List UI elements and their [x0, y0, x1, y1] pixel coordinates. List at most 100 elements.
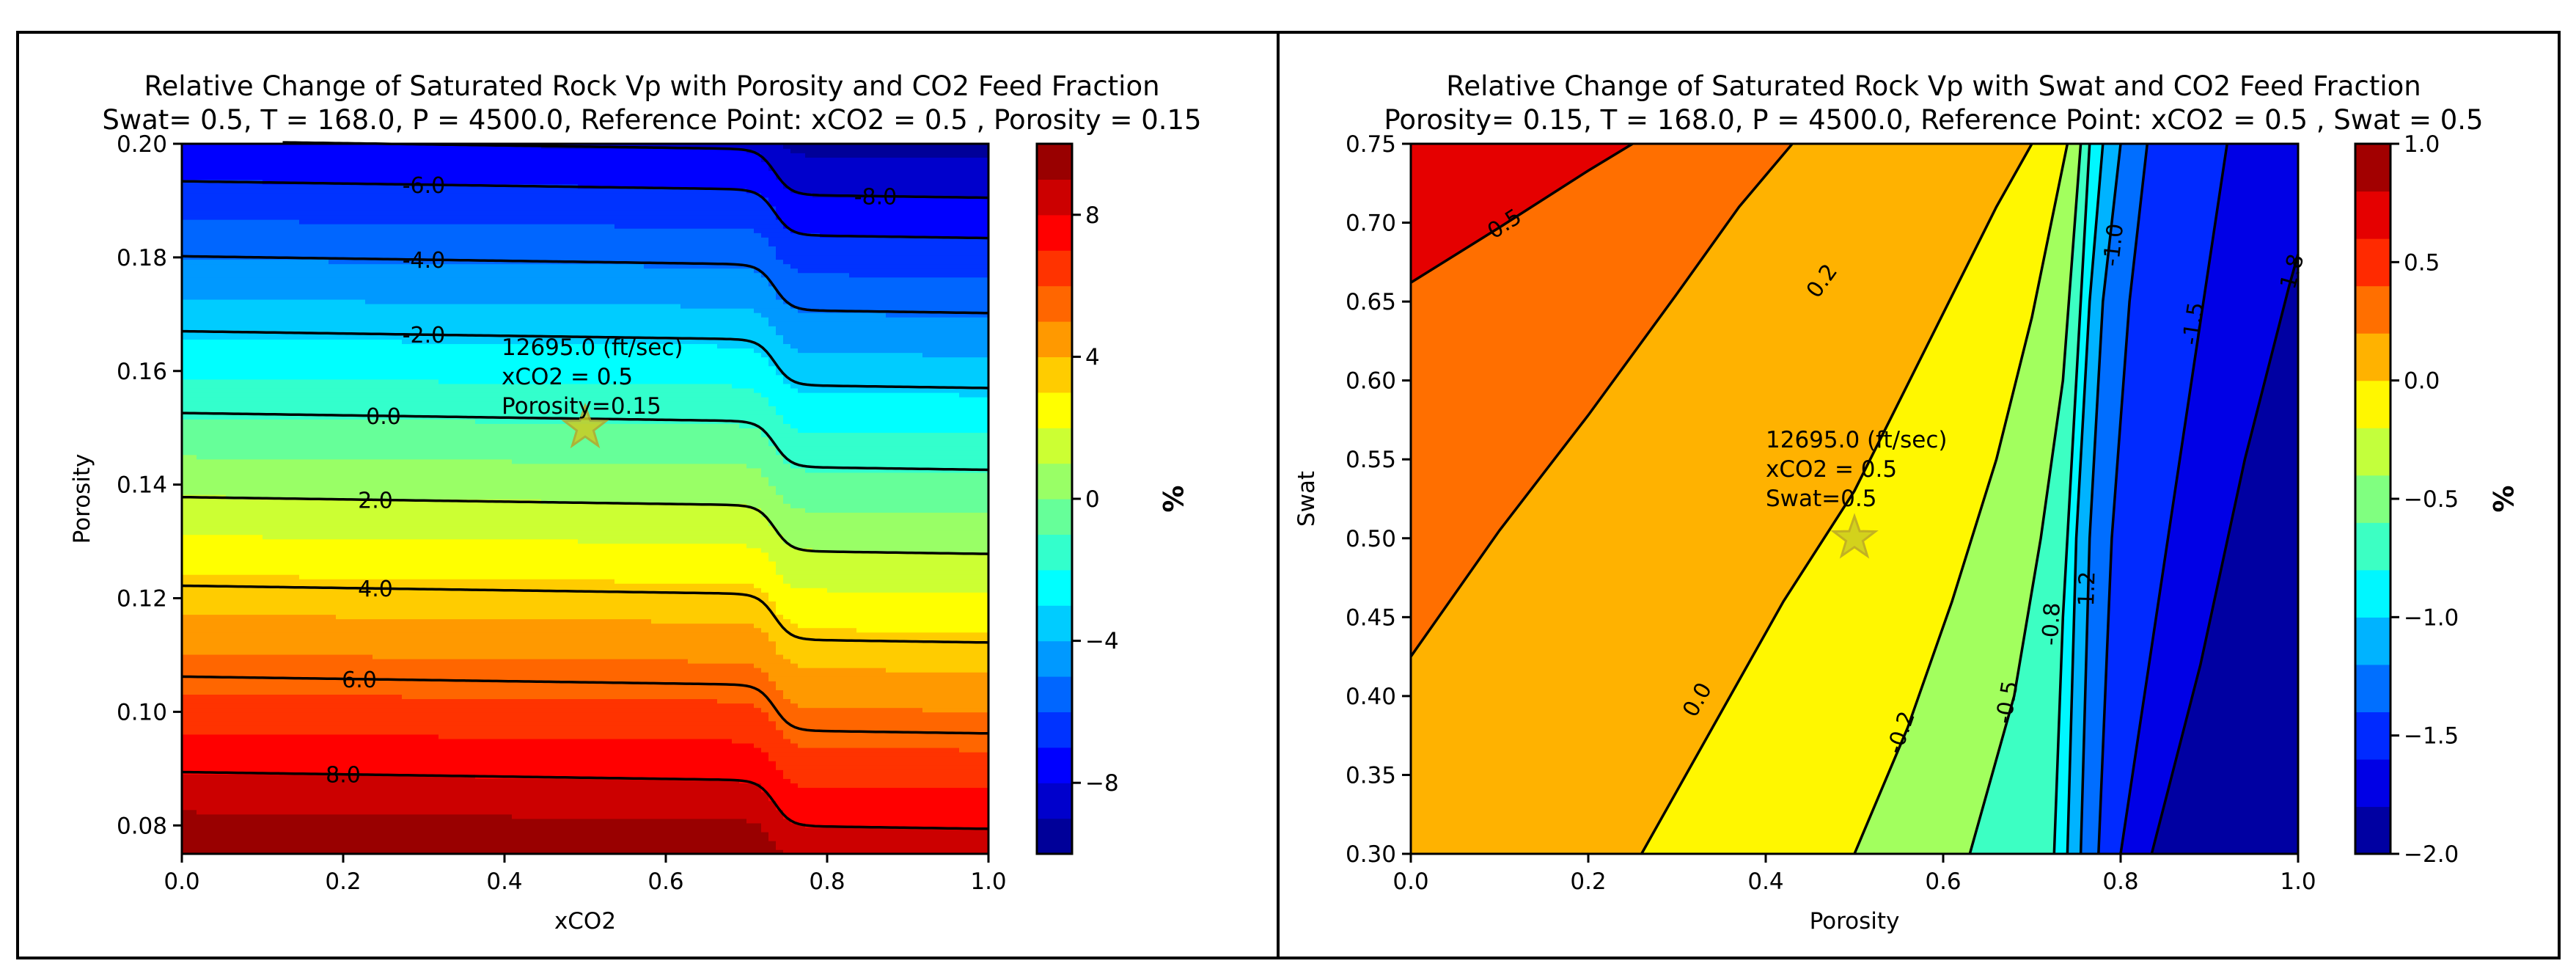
- left-fill-cell: [314, 588, 322, 593]
- left-fill-cell: [211, 307, 219, 313]
- left-fill-cell: [336, 285, 344, 291]
- left-fill-cell: [204, 316, 212, 322]
- left-fill-cell: [365, 596, 373, 601]
- left-fill-cell: [248, 578, 256, 584]
- left-fill-cell: [285, 614, 293, 620]
- left-fill-cell: [241, 574, 249, 579]
- left-fill-cell: [351, 849, 359, 855]
- left-fill-cell: [373, 822, 381, 828]
- left-fill-cell: [233, 707, 241, 713]
- left-fill-cell: [365, 192, 373, 198]
- left-fill-cell: [270, 214, 278, 220]
- left-fill-cell: [270, 569, 278, 575]
- left-fill-cell: [241, 343, 249, 349]
- left-fill-cell: [241, 716, 249, 722]
- left-fill-cell: [321, 783, 329, 789]
- left-fill-cell: [329, 565, 337, 571]
- left-fill-cell: [373, 432, 381, 438]
- left-fill-cell: [380, 405, 388, 411]
- left-fill-cell: [277, 401, 285, 406]
- left-fill-cell: [351, 720, 359, 726]
- left-chart-panel: Relative Change of Saturated Rock Vp wit…: [69, 70, 1202, 935]
- left-fill-cell: [329, 285, 337, 291]
- left-fill-cell: [211, 237, 219, 242]
- left-fill-cell: [211, 813, 219, 819]
- left-fill-cell: [263, 707, 271, 713]
- left-fill-cell: [270, 423, 278, 428]
- left-fill-cell: [219, 285, 227, 291]
- left-fill-cell: [329, 352, 337, 358]
- left-fill-cell: [351, 255, 359, 260]
- left-fill-cell: [351, 569, 359, 575]
- left-fill-cell: [343, 618, 351, 624]
- left-fill-cell: [285, 538, 293, 544]
- left-fill-cell: [373, 774, 381, 779]
- left-fill-cell: [358, 348, 366, 354]
- left-fill-cell: [189, 623, 197, 629]
- left-fill-cell: [336, 192, 344, 198]
- left-fill-cell: [365, 534, 373, 540]
- left-fill-cell: [336, 809, 344, 815]
- left-fill-cell: [299, 623, 307, 629]
- left-fill-cell: [277, 538, 285, 544]
- left-fill-cell: [263, 272, 271, 278]
- left-fill-cell: [292, 223, 300, 229]
- left-fill-cell: [263, 530, 271, 535]
- left-fill-cell: [409, 800, 417, 806]
- left-fill-cell: [373, 827, 381, 833]
- left-fill-cell: [226, 268, 234, 274]
- left-fill-cell: [204, 197, 212, 202]
- left-fill-cell: [321, 765, 329, 770]
- left-fill-cell: [380, 423, 388, 428]
- left-fill-cell: [358, 392, 366, 398]
- left-fill-cell: [241, 157, 249, 162]
- left-fill-cell: [365, 499, 373, 504]
- left-fill-cell: [358, 365, 366, 371]
- left-fill-cell: [365, 179, 373, 185]
- left-fill-cell: [365, 428, 373, 434]
- left-fill-cell: [402, 667, 410, 673]
- left-fill-cell: [211, 387, 219, 393]
- left-fill-cell: [351, 756, 359, 761]
- left-fill-cell: [233, 521, 241, 527]
- left-fill-cell: [233, 370, 241, 376]
- left-fill-cell: [277, 489, 285, 495]
- left-fill-cell: [299, 588, 307, 593]
- left-fill-cell: [387, 618, 395, 624]
- left-fill-cell: [219, 197, 227, 202]
- left-fill-cell: [329, 605, 337, 611]
- left-fill-cell: [299, 396, 307, 402]
- left-fill-cell: [358, 201, 366, 207]
- left-fill-cell: [329, 596, 337, 601]
- left-fill-cell: [292, 326, 300, 331]
- left-fill-cell: [233, 365, 241, 371]
- left-fill-cell: [248, 734, 256, 739]
- left-fill-cell: [211, 618, 219, 624]
- left-fill-cell: [395, 654, 403, 659]
- left-fill-cell: [277, 450, 285, 456]
- left-fill-cell: [233, 681, 241, 686]
- left-fill-cell: [343, 844, 351, 850]
- left-fill-cell: [211, 667, 219, 673]
- left-fill-cell: [255, 392, 263, 398]
- left-fill-cell: [314, 387, 322, 393]
- left-fill-cell: [233, 512, 241, 517]
- left-fill-cell: [336, 485, 344, 491]
- left-fill-cell: [299, 259, 307, 265]
- left-fill-cell: [299, 387, 307, 393]
- left-fill-cell: [233, 640, 241, 646]
- left-fill-cell: [241, 445, 249, 451]
- left-fill-cell: [365, 720, 373, 726]
- left-fill-cell: [189, 205, 197, 211]
- left-fill-cell: [373, 263, 381, 269]
- left-fill-cell: [270, 796, 278, 802]
- left-fill-cell: [402, 783, 410, 789]
- left-fill-cell: [314, 538, 322, 544]
- left-fill-cell: [321, 299, 329, 304]
- left-fill-cell: [263, 720, 271, 726]
- left-fill-cell: [336, 480, 344, 486]
- left-fill-cell: [387, 463, 395, 469]
- left-fill-cell: [343, 627, 351, 633]
- left-fill-cell: [314, 747, 322, 753]
- left-fill-cell: [351, 396, 359, 402]
